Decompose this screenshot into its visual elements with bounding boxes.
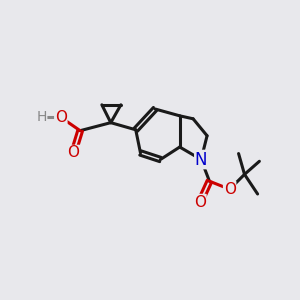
- Text: O: O: [67, 146, 79, 160]
- Text: O: O: [194, 194, 206, 209]
- Text: N: N: [195, 151, 207, 169]
- Text: O: O: [55, 110, 67, 125]
- Text: H: H: [36, 110, 47, 124]
- Text: O: O: [224, 182, 236, 197]
